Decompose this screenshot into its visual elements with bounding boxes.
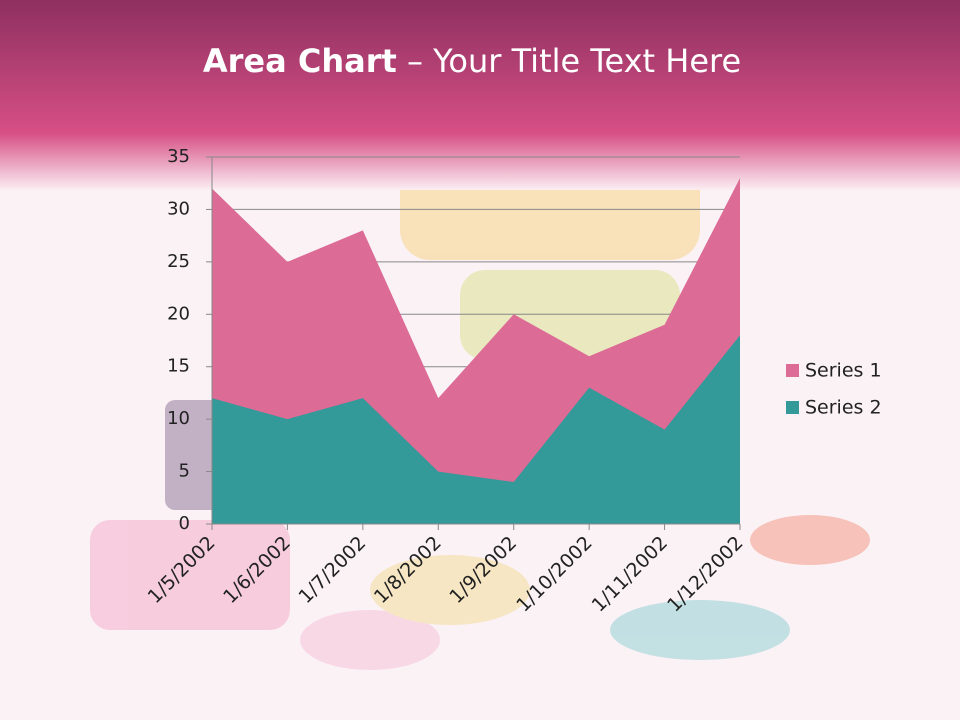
legend-swatch: [786, 401, 799, 414]
y-tick-label: 10: [167, 408, 190, 429]
title-rest: – Your Title Text Here: [407, 42, 741, 80]
area: [212, 335, 740, 524]
y-tick-label: 25: [167, 251, 190, 272]
legend-label: Series 1: [805, 360, 882, 382]
legend-swatch: [786, 364, 799, 377]
y-tick-label: 0: [179, 513, 190, 534]
header-band: [0, 0, 960, 190]
y-tick-label: 30: [167, 198, 190, 219]
title-bold: Area Chart: [203, 42, 397, 80]
y-tick-label: 15: [167, 356, 190, 377]
y-tick-label: 20: [167, 303, 190, 324]
decoration: [90, 150, 870, 670]
y-tick-label: 35: [167, 146, 190, 167]
chart-title: Area Chart – Your Title Text Here: [203, 42, 741, 80]
y-tick-label: 5: [179, 461, 190, 482]
legend-label: Series 2: [805, 397, 882, 419]
